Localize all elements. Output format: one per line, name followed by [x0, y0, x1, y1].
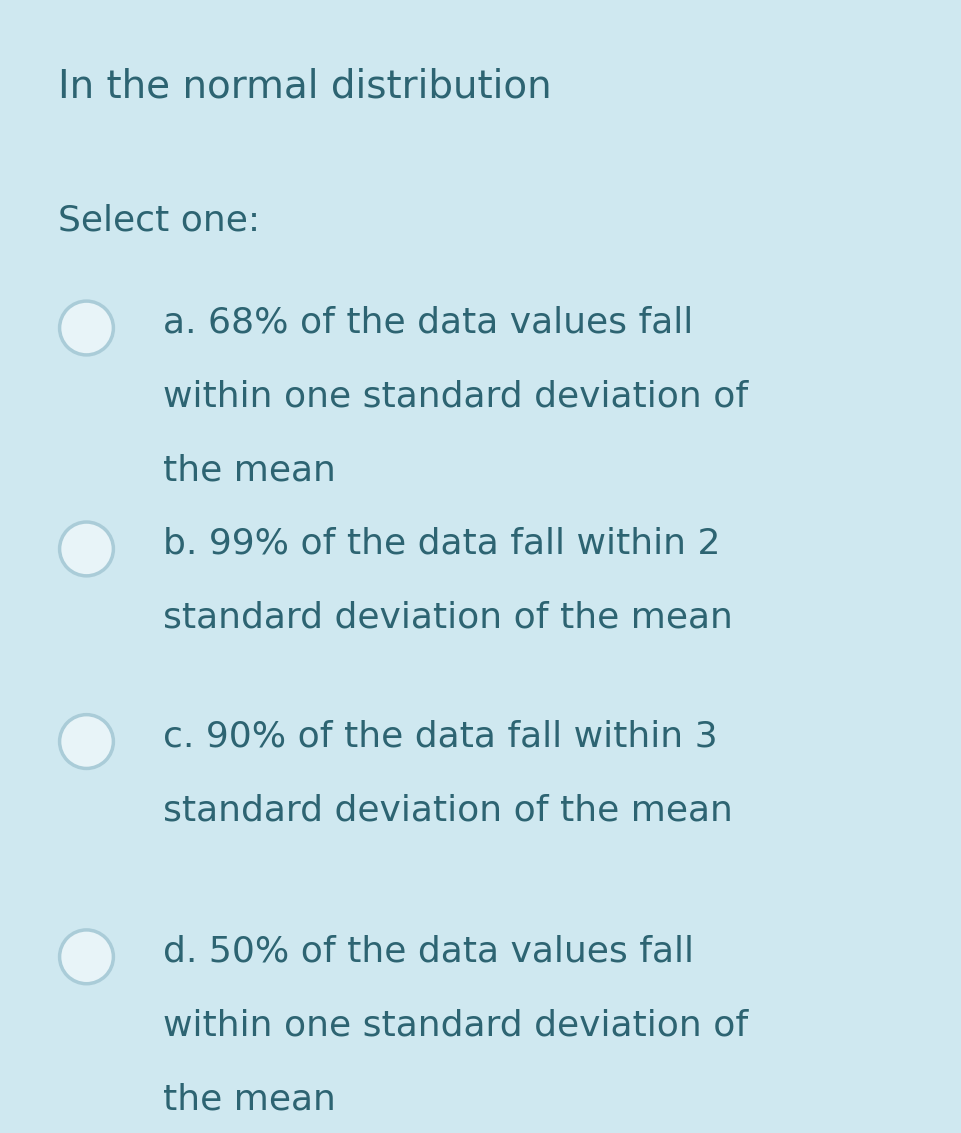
Text: standard deviation of the mean: standard deviation of the mean	[163, 793, 733, 827]
Text: b. 99% of the data fall within 2: b. 99% of the data fall within 2	[163, 527, 721, 561]
Text: the mean: the mean	[163, 453, 336, 487]
Ellipse shape	[60, 522, 113, 576]
Text: within one standard deviation of: within one standard deviation of	[163, 380, 749, 414]
Text: the mean: the mean	[163, 1082, 336, 1116]
Text: Select one:: Select one:	[58, 204, 259, 238]
Text: standard deviation of the mean: standard deviation of the mean	[163, 600, 733, 634]
Ellipse shape	[60, 715, 113, 768]
Ellipse shape	[60, 301, 113, 355]
Ellipse shape	[60, 930, 113, 983]
Text: d. 50% of the data values fall: d. 50% of the data values fall	[163, 935, 695, 969]
Text: In the normal distribution: In the normal distribution	[58, 68, 552, 107]
Text: a. 68% of the data values fall: a. 68% of the data values fall	[163, 306, 694, 340]
Text: c. 90% of the data fall within 3: c. 90% of the data fall within 3	[163, 719, 718, 753]
Text: within one standard deviation of: within one standard deviation of	[163, 1008, 749, 1042]
